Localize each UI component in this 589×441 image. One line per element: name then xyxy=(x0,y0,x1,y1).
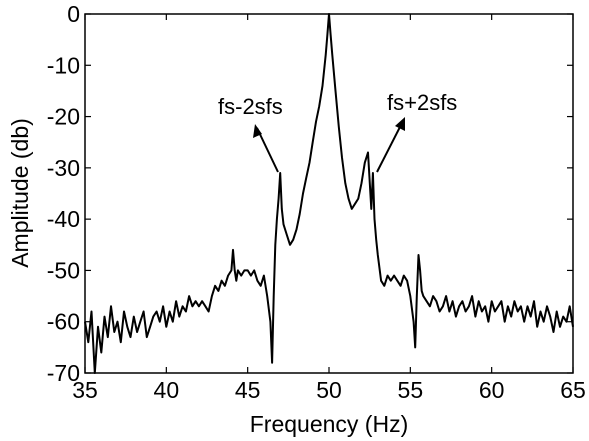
x-tick-label: 35 xyxy=(72,377,98,403)
y-axis-label: Amplitude (db) xyxy=(7,118,33,268)
x-tick-label: 40 xyxy=(154,377,180,403)
series-line xyxy=(84,13,574,374)
x-tick-label: 55 xyxy=(398,377,424,403)
axis-tick-labels: 35 40 45 50 55 60 65 0 -10 -20 -30 -40 -50 -60 -70 xyxy=(47,1,586,403)
y-tick-label: -70 xyxy=(47,360,80,386)
y-tick-label: -50 xyxy=(47,257,80,283)
x-axis-label: Frequency (Hz) xyxy=(250,411,408,437)
annotation-right-arrowhead xyxy=(395,117,405,131)
x-tick-label: 45 xyxy=(235,377,261,403)
y-tick-label: -60 xyxy=(47,309,80,335)
annotation-left-arrowhead xyxy=(253,124,262,138)
y-tick-label: -30 xyxy=(47,155,80,181)
x-tick-label: 65 xyxy=(560,377,586,403)
annotation-right-label: fs+2sfs xyxy=(387,90,457,115)
annotation-left-arrow xyxy=(256,127,279,173)
annotation-right-arrow xyxy=(376,122,403,173)
y-tick-label: -20 xyxy=(47,104,80,130)
y-tick-label: -40 xyxy=(47,206,80,232)
y-tick-label: -10 xyxy=(47,52,80,78)
annotation-left-label: fs-2sfs xyxy=(218,94,283,119)
y-tick-label: 0 xyxy=(67,1,80,27)
x-tick-label: 50 xyxy=(316,377,342,403)
x-tick-label: 60 xyxy=(479,377,505,403)
annotations: fs-2sfs fs+2sfs xyxy=(218,90,457,173)
plot-frame xyxy=(84,13,574,374)
